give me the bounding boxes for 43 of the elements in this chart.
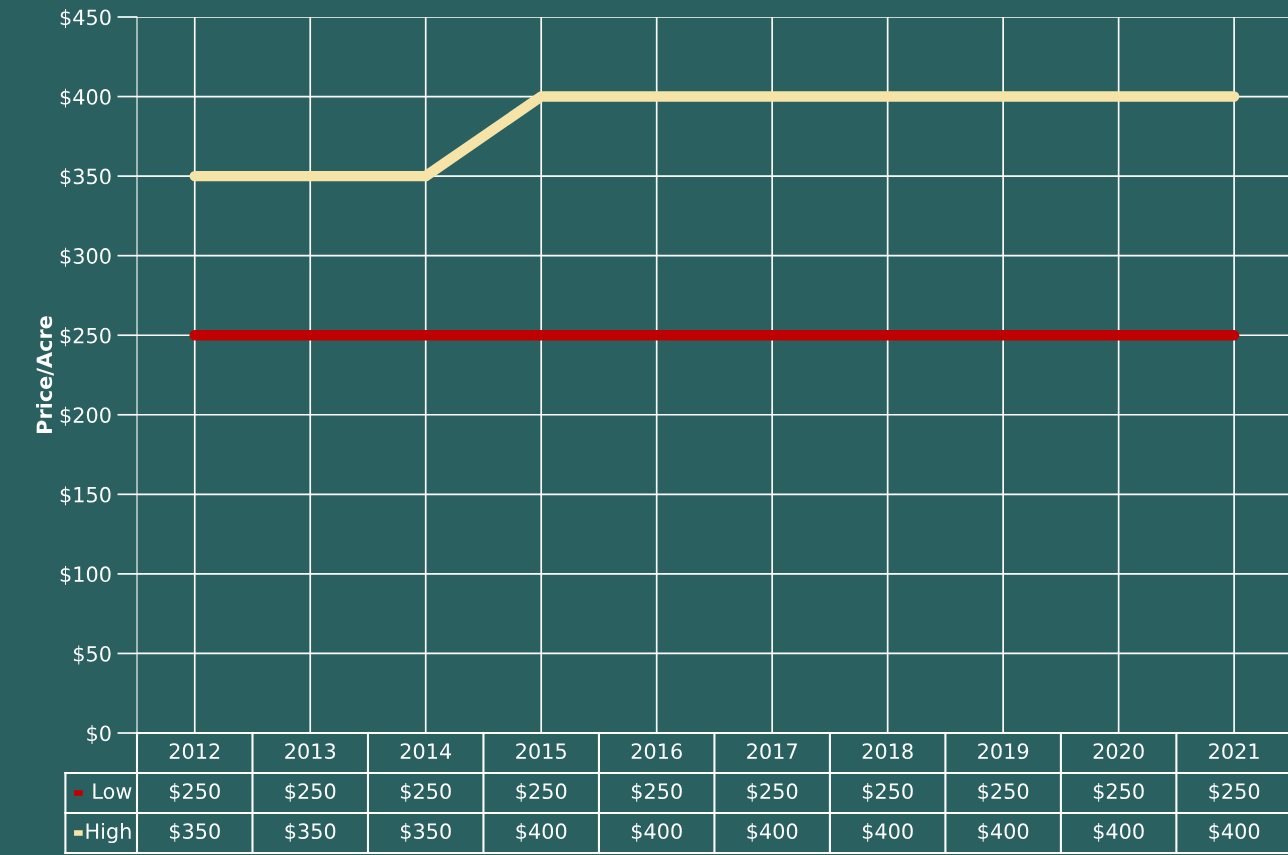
- data-label: $400: [978, 822, 1029, 842]
- legend-label: High: [86, 822, 131, 844]
- data-label: $400: [747, 822, 798, 842]
- data-label: $400: [1093, 822, 1144, 842]
- y-tick-label: $200: [60, 406, 111, 426]
- y-tick-label: $400: [60, 88, 111, 108]
- y-tick-label: $150: [60, 486, 111, 506]
- x-tick-label: 2012: [169, 743, 220, 760]
- data-label: $400: [631, 822, 682, 842]
- data-label: $400: [862, 822, 913, 842]
- data-label: $250: [169, 782, 220, 802]
- x-tick-label: 2020: [1093, 743, 1144, 760]
- data-label: $250: [516, 782, 567, 802]
- data-label: $250: [747, 782, 798, 802]
- y-tick-label: $100: [60, 565, 111, 585]
- x-tick-label: 2016: [631, 743, 682, 760]
- y-tick-label: $250: [60, 327, 111, 347]
- x-tick-label: 2018: [862, 743, 913, 760]
- data-label: $400: [1209, 822, 1260, 842]
- y-axis-title: Price/Acre: [36, 316, 54, 433]
- data-label: $250: [400, 782, 451, 802]
- y-tick-label: $450: [60, 9, 111, 28]
- data-label: $250: [1209, 782, 1260, 802]
- data-label: $350: [285, 822, 336, 842]
- data-label: $350: [169, 822, 220, 842]
- legend-label: Low: [93, 783, 132, 800]
- data-label: $250: [1093, 782, 1144, 802]
- data-label: $400: [516, 822, 567, 842]
- data-label: $250: [978, 782, 1029, 802]
- x-tick-label: 2019: [978, 743, 1029, 760]
- data-label: $250: [862, 782, 913, 802]
- data-label: $350: [400, 822, 451, 842]
- data-label: $250: [631, 782, 682, 802]
- x-tick-label: 2017: [747, 743, 797, 760]
- y-tick-label: $50: [73, 645, 111, 665]
- x-tick-label: 2021: [1209, 743, 1259, 760]
- data-label: $250: [285, 782, 336, 802]
- y-tick-label: $0: [87, 725, 111, 744]
- y-tick-label: $350: [60, 168, 111, 188]
- x-tick-label: 2015: [516, 743, 566, 760]
- x-tick-label: 2014: [400, 743, 452, 760]
- x-tick-label: 2013: [285, 743, 336, 760]
- y-tick-label: $300: [60, 247, 111, 267]
